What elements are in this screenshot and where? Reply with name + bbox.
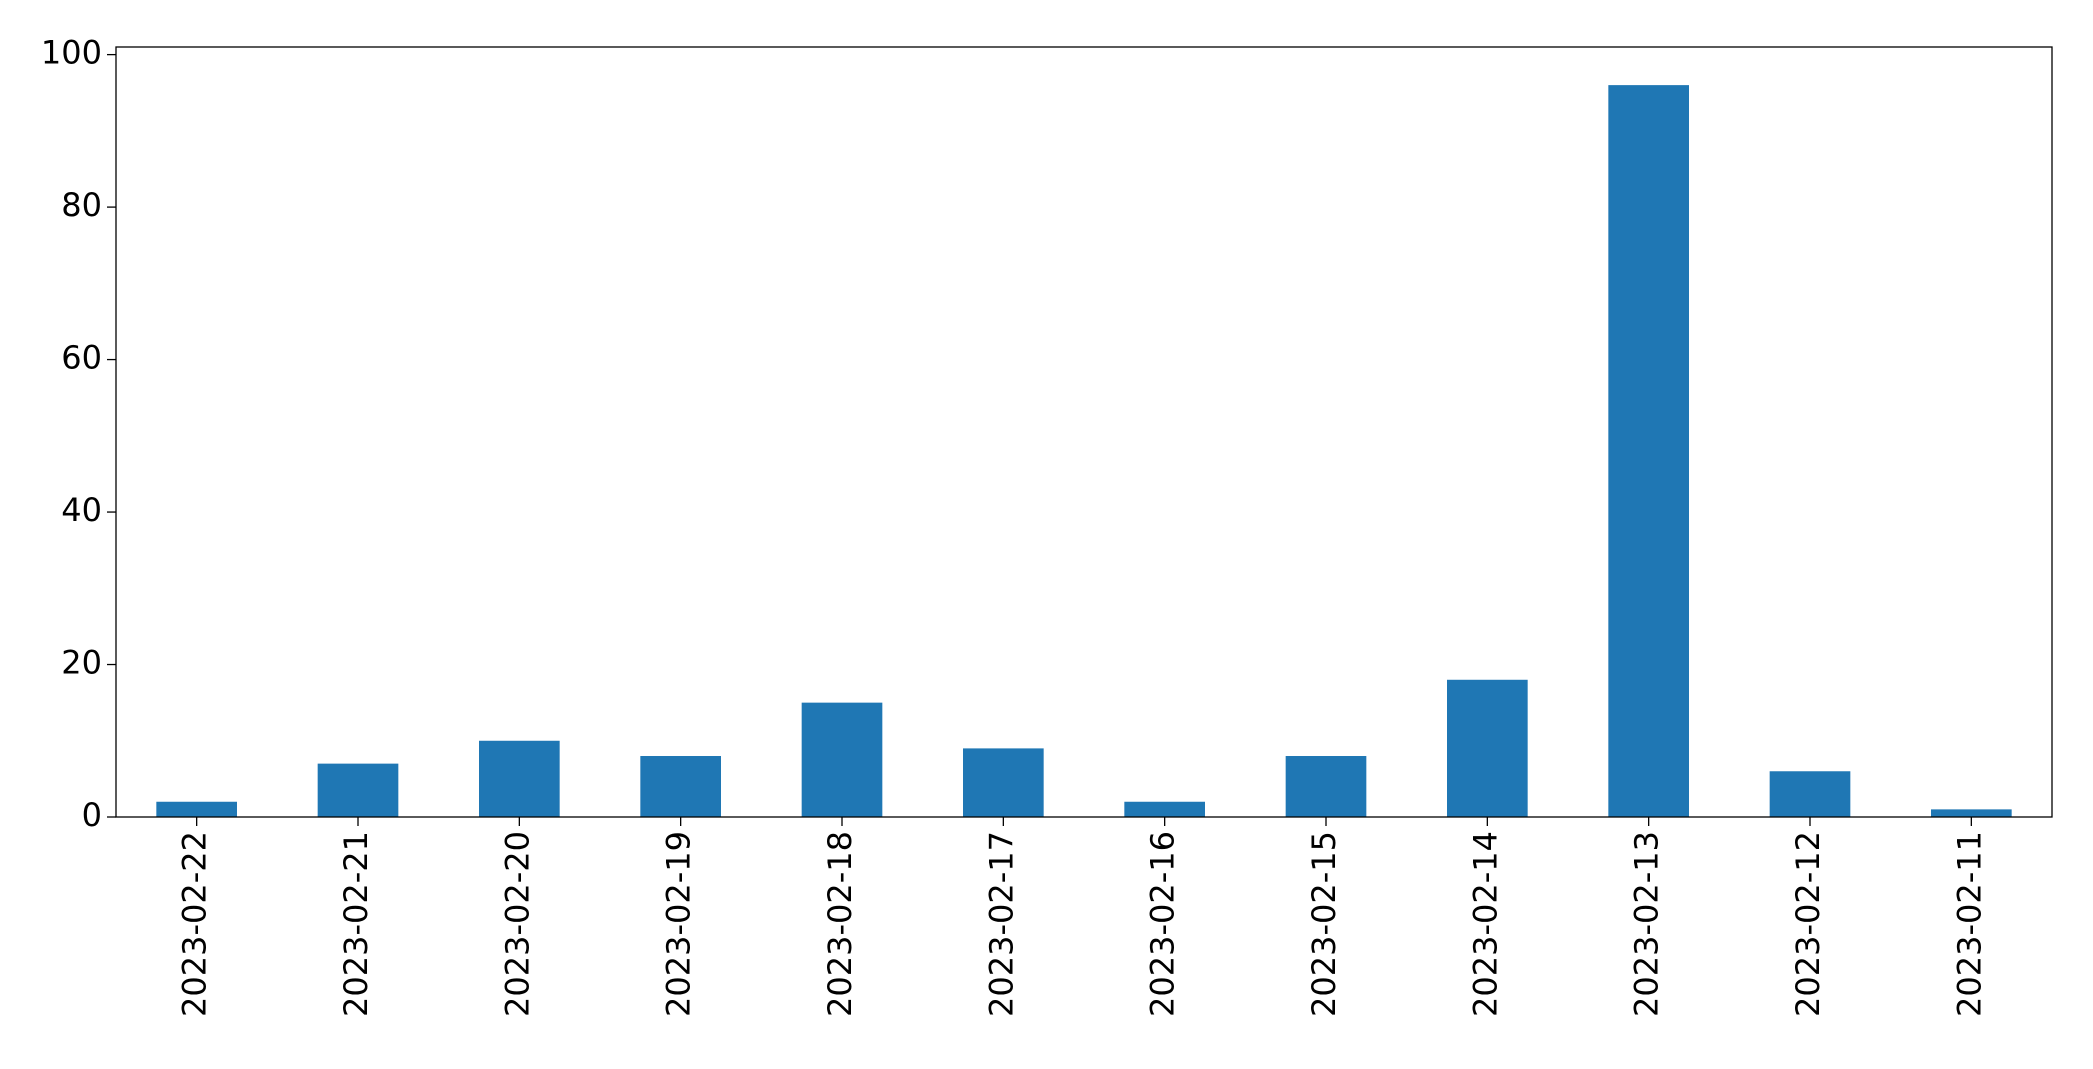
y-tick-label: 60 <box>61 339 102 377</box>
bar <box>317 763 399 817</box>
bar <box>1769 771 1851 817</box>
x-tick-label: 2023-02-20 <box>498 831 536 1017</box>
x-tick-label: 2023-02-18 <box>821 831 859 1017</box>
bar <box>156 801 237 817</box>
x-tick-label: 2023-02-12 <box>1789 831 1827 1017</box>
x-tick-label: 2023-02-15 <box>1305 831 1343 1017</box>
y-tick-label: 0 <box>82 796 102 834</box>
bar <box>1931 809 2012 817</box>
bar <box>1447 679 1528 817</box>
y-tick-label: 100 <box>41 34 102 72</box>
y-tick-label: 40 <box>61 491 102 529</box>
x-tick-label: 2023-02-16 <box>1144 831 1182 1017</box>
x-tick-label: 2023-02-11 <box>1950 831 1988 1017</box>
x-tick-label: 2023-02-22 <box>176 831 214 1017</box>
x-tick-label: 2023-02-14 <box>1466 831 1504 1017</box>
bar <box>963 748 1044 817</box>
y-tick-label: 80 <box>61 186 102 224</box>
bar <box>1285 756 1367 817</box>
x-tick-label: 2023-02-21 <box>337 831 375 1017</box>
x-tick-label: 2023-02-19 <box>660 831 698 1017</box>
bar <box>640 756 721 817</box>
bar <box>801 702 883 817</box>
bar <box>1124 801 1205 817</box>
plot-frame <box>115 46 2053 818</box>
bar <box>1608 85 1689 817</box>
x-tick-label: 2023-02-17 <box>982 831 1020 1017</box>
y-tick-label: 20 <box>61 644 102 682</box>
bar <box>479 740 560 817</box>
x-tick-label: 2023-02-13 <box>1628 831 1666 1017</box>
